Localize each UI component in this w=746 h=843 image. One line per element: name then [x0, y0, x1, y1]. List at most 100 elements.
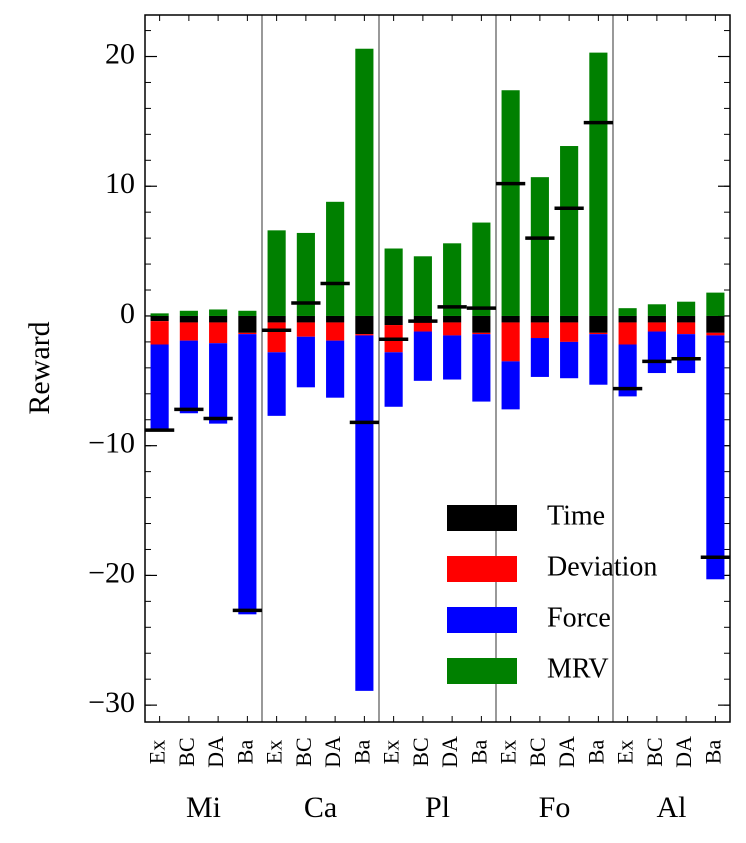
- bar-segment: [326, 201, 345, 316]
- legend-label: Deviation: [547, 551, 657, 582]
- x-tick-label: Ba: [583, 740, 608, 765]
- x-tick-label: DA: [671, 736, 696, 768]
- bar-segment: [677, 301, 696, 316]
- bar-segment: [296, 322, 315, 337]
- bar-segment: [355, 48, 374, 316]
- x-tick-label: Ex: [613, 740, 638, 764]
- bar-segment: [501, 322, 520, 362]
- group-label: Ca: [304, 791, 337, 824]
- bar-segment: [355, 334, 374, 336]
- x-tick-label: BC: [525, 737, 550, 766]
- bar-segment: [589, 52, 608, 316]
- bar-segment: [267, 352, 286, 416]
- bar-segment: [209, 322, 228, 344]
- bar-segment: [589, 332, 608, 335]
- bar-segment: [238, 315, 257, 333]
- group-label: Mi: [186, 791, 221, 824]
- bar-segment: [589, 334, 608, 385]
- bar-segment: [150, 344, 169, 431]
- bar-segment: [647, 331, 666, 374]
- group-label: Pl: [425, 791, 450, 824]
- bar-segment: [443, 243, 462, 316]
- bar-segment: [413, 322, 432, 332]
- bar-segment: [267, 315, 286, 323]
- bar-segment: [209, 315, 228, 323]
- x-tick-label: Ex: [496, 740, 521, 764]
- bar-segment: [296, 336, 315, 388]
- x-tick-label: DA: [437, 736, 462, 768]
- bar-segment: [530, 177, 549, 316]
- x-tick-label: BC: [642, 737, 667, 766]
- bar-segment: [413, 315, 432, 323]
- bar-segment: [647, 322, 666, 332]
- bar-segment: [589, 315, 608, 333]
- x-tick-label: Ex: [262, 740, 287, 764]
- bar-segment: [150, 321, 169, 345]
- bar-segment: [179, 315, 198, 323]
- y-tick-label: −20: [88, 556, 135, 589]
- bar-segment: [647, 315, 666, 323]
- bar-segment: [618, 315, 637, 323]
- bar-segment: [355, 315, 374, 335]
- y-tick-label: 20: [105, 37, 135, 70]
- legend-label: Force: [547, 602, 611, 633]
- bar-segment: [706, 335, 725, 580]
- bar-segment: [530, 338, 549, 377]
- y-tick-label: 10: [105, 167, 135, 200]
- legend-swatch: [447, 505, 517, 531]
- group-label: Fo: [539, 791, 571, 824]
- bar-segment: [706, 332, 725, 336]
- bar-segment: [179, 340, 198, 414]
- x-tick-label: Ba: [700, 740, 725, 765]
- bar-segment: [501, 90, 520, 316]
- bar-segment: [267, 230, 286, 316]
- bar-segment: [677, 322, 696, 335]
- bar-segment: [150, 315, 169, 322]
- bar-segment: [647, 304, 666, 316]
- legend-swatch: [447, 556, 517, 582]
- bar-segment: [618, 322, 637, 345]
- x-tick-label: DA: [203, 736, 228, 768]
- bar-segment: [238, 310, 257, 316]
- bar-segment: [238, 332, 257, 335]
- bar-segment: [326, 340, 345, 398]
- legend-swatch: [447, 607, 517, 633]
- bar-segment: [530, 315, 549, 323]
- x-tick-label: Ba: [349, 740, 374, 765]
- legend-swatch: [447, 658, 517, 684]
- bar-segment: [443, 315, 462, 323]
- y-tick-label: −30: [88, 686, 135, 719]
- group-label: Al: [657, 791, 687, 824]
- bar-segment: [501, 315, 520, 323]
- legend-label: Time: [547, 500, 605, 531]
- x-tick-label: Ba: [466, 740, 491, 765]
- bar-segment: [618, 308, 637, 316]
- bar-segment: [209, 309, 228, 316]
- bar-segment: [560, 146, 579, 316]
- bar-segment: [560, 341, 579, 379]
- bar-segment: [179, 322, 198, 341]
- bar-segment: [296, 315, 315, 323]
- bar-segment: [150, 313, 169, 316]
- bar-segment: [472, 334, 491, 402]
- bar-segment: [677, 315, 696, 323]
- bar-segment: [706, 315, 725, 333]
- bar-segment: [472, 315, 491, 333]
- x-tick-label: Ex: [379, 740, 404, 764]
- bar-segment: [267, 322, 286, 353]
- bar-segment: [530, 322, 549, 339]
- y-tick-label: 0: [120, 297, 135, 330]
- x-tick-label: BC: [291, 737, 316, 766]
- x-tick-label: BC: [408, 737, 433, 766]
- bar-segment: [618, 344, 637, 397]
- bar-segment: [384, 248, 403, 316]
- x-tick-label: DA: [320, 736, 345, 768]
- bar-segment: [326, 322, 345, 341]
- bar-segment: [413, 256, 432, 316]
- bar-segment: [706, 292, 725, 316]
- bar-segment: [296, 232, 315, 316]
- bar-segment: [443, 322, 462, 336]
- y-tick-label: −10: [88, 427, 135, 460]
- x-tick-label: DA: [554, 736, 579, 768]
